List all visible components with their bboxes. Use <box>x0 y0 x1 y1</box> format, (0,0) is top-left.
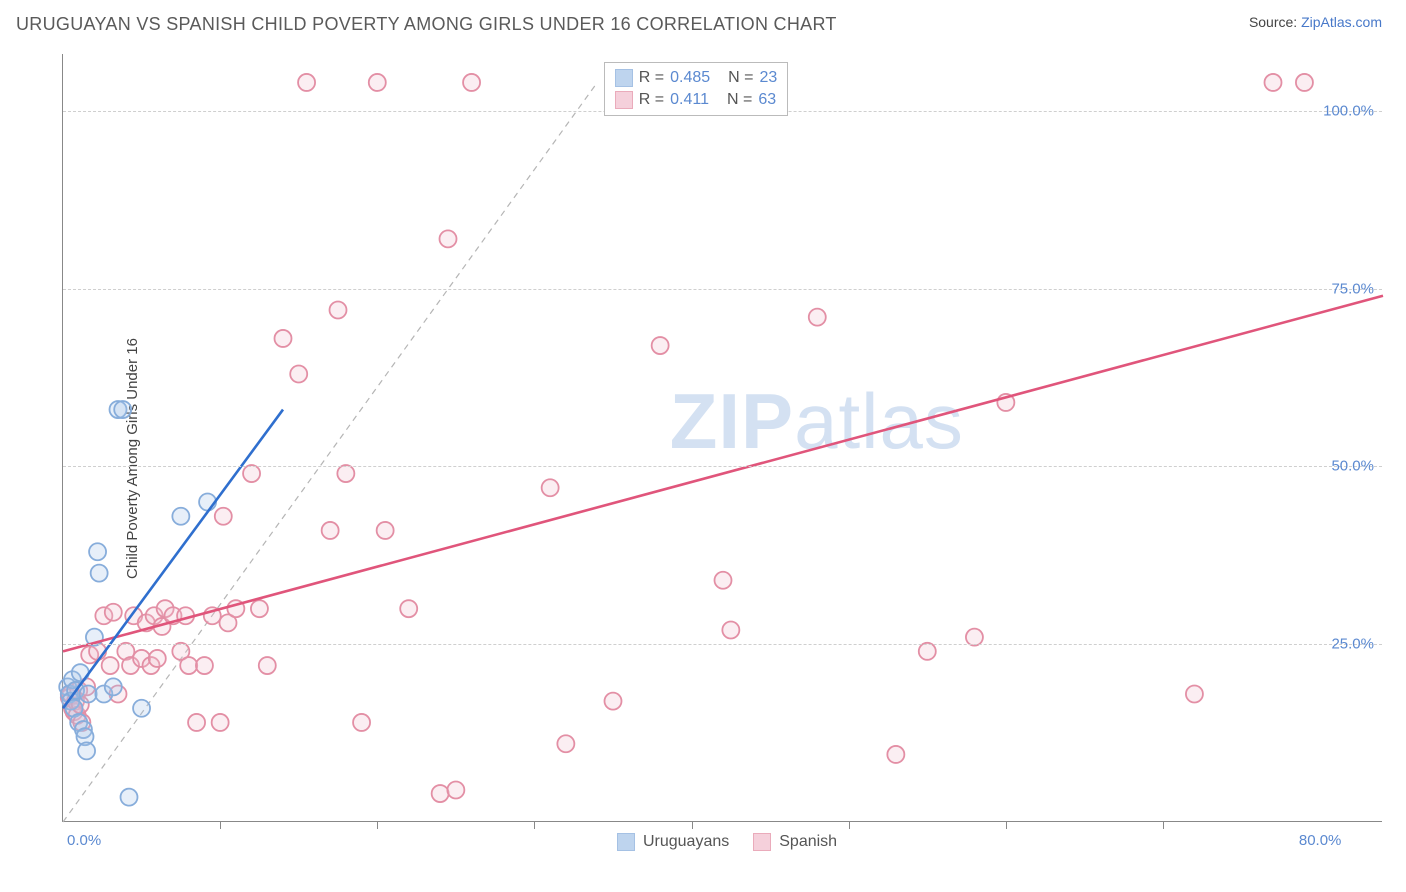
scatter-point-spanish <box>919 643 936 660</box>
chart-title: URUGUAYAN VS SPANISH CHILD POVERTY AMONG… <box>16 14 837 35</box>
stat-n-label: N = <box>727 91 752 109</box>
trend-line-spanish <box>63 296 1383 652</box>
scatter-point-spanish <box>251 600 268 617</box>
stat-r-label: R = <box>639 91 664 109</box>
y-tick-label: 100.0% <box>1323 102 1374 119</box>
y-tick-label: 50.0% <box>1331 458 1374 475</box>
swatch-spanish <box>615 91 633 109</box>
x-tick <box>692 821 693 829</box>
scatter-point-uruguayans <box>121 789 138 806</box>
legend: Uruguayans Spanish <box>617 833 837 851</box>
stat-row-uruguayans: R = 0.485 N = 23 <box>615 67 778 89</box>
gridline <box>63 644 1382 645</box>
scatter-point-spanish <box>212 714 229 731</box>
scatter-point-uruguayans <box>80 686 97 703</box>
x-tick-label-max: 80.0% <box>1299 832 1342 849</box>
y-tick-label: 75.0% <box>1331 280 1374 297</box>
x-tick <box>849 821 850 829</box>
stat-r-value-spanish: 0.411 <box>670 91 709 109</box>
legend-swatch-uruguayans <box>617 833 635 851</box>
scatter-point-spanish <box>652 337 669 354</box>
x-tick <box>534 821 535 829</box>
scatter-point-spanish <box>180 657 197 674</box>
stat-r-value-uruguayans: 0.485 <box>670 69 710 87</box>
scatter-point-spanish <box>102 657 119 674</box>
stat-n-value-uruguayans: 23 <box>760 69 778 87</box>
legend-label-uruguayans: Uruguayans <box>643 833 729 851</box>
swatch-uruguayans <box>615 69 633 87</box>
scatter-point-uruguayans <box>172 508 189 525</box>
source-prefix: Source: <box>1249 14 1301 30</box>
scatter-point-spanish <box>275 330 292 347</box>
scatter-point-spanish <box>809 309 826 326</box>
scatter-point-spanish <box>400 600 417 617</box>
stat-row-spanish: R = 0.411 N = 63 <box>615 89 778 111</box>
scatter-point-uruguayans <box>91 565 108 582</box>
scatter-point-spanish <box>1186 686 1203 703</box>
legend-item-spanish: Spanish <box>753 833 837 851</box>
scatter-point-spanish <box>715 572 732 589</box>
scatter-point-spanish <box>330 302 347 319</box>
scatter-point-spanish <box>290 366 307 383</box>
gridline <box>63 466 1382 467</box>
scatter-point-spanish <box>105 604 122 621</box>
scatter-point-spanish <box>149 650 166 667</box>
scatter-point-spanish <box>440 230 457 247</box>
scatter-point-spanish <box>196 657 213 674</box>
stat-n-label: N = <box>728 69 753 87</box>
gridline <box>63 289 1382 290</box>
scatter-point-spanish <box>215 508 232 525</box>
scatter-point-spanish <box>722 622 739 639</box>
scatter-point-spanish <box>353 714 370 731</box>
legend-item-uruguayans: Uruguayans <box>617 833 729 851</box>
x-tick <box>220 821 221 829</box>
x-tick-label-min: 0.0% <box>67 832 101 849</box>
scatter-point-spanish <box>1296 74 1313 91</box>
scatter-point-spanish <box>298 74 315 91</box>
scatter-point-spanish <box>966 629 983 646</box>
legend-swatch-spanish <box>753 833 771 851</box>
scatter-point-spanish <box>337 465 354 482</box>
scatter-point-spanish <box>605 693 622 710</box>
scatter-point-spanish <box>542 479 559 496</box>
legend-label-spanish: Spanish <box>779 833 837 851</box>
scatter-point-uruguayans <box>133 700 150 717</box>
scatter-svg <box>63 54 1382 821</box>
plot-area: ZIPatlas 25.0%50.0%75.0%100.0%0.0%80.0%R… <box>62 54 1382 822</box>
scatter-point-spanish <box>243 465 260 482</box>
scatter-point-spanish <box>887 746 904 763</box>
scatter-point-spanish <box>322 522 339 539</box>
scatter-point-spanish <box>377 522 394 539</box>
scatter-point-uruguayans <box>78 742 95 759</box>
x-tick <box>1163 821 1164 829</box>
source-attribution: Source: ZipAtlas.com <box>1249 14 1382 30</box>
chart-container: Child Poverty Among Girls Under 16 ZIPat… <box>20 50 1390 880</box>
scatter-point-uruguayans <box>114 401 131 418</box>
x-tick <box>377 821 378 829</box>
source-link[interactable]: ZipAtlas.com <box>1301 14 1382 30</box>
scatter-point-uruguayans <box>89 543 106 560</box>
scatter-point-spanish <box>557 735 574 752</box>
stats-box: R = 0.485 N = 23 R = 0.411 N = 63 <box>604 62 789 116</box>
scatter-point-uruguayans <box>105 678 122 695</box>
scatter-point-spanish <box>1265 74 1282 91</box>
scatter-point-spanish <box>369 74 386 91</box>
scatter-point-spanish <box>188 714 205 731</box>
scatter-point-spanish <box>463 74 480 91</box>
scatter-point-spanish <box>432 785 449 802</box>
stat-r-label: R = <box>639 69 664 87</box>
y-tick-label: 25.0% <box>1331 636 1374 653</box>
stat-n-value-spanish: 63 <box>758 91 776 109</box>
scatter-point-spanish <box>447 782 464 799</box>
scatter-point-spanish <box>259 657 276 674</box>
x-tick <box>1006 821 1007 829</box>
